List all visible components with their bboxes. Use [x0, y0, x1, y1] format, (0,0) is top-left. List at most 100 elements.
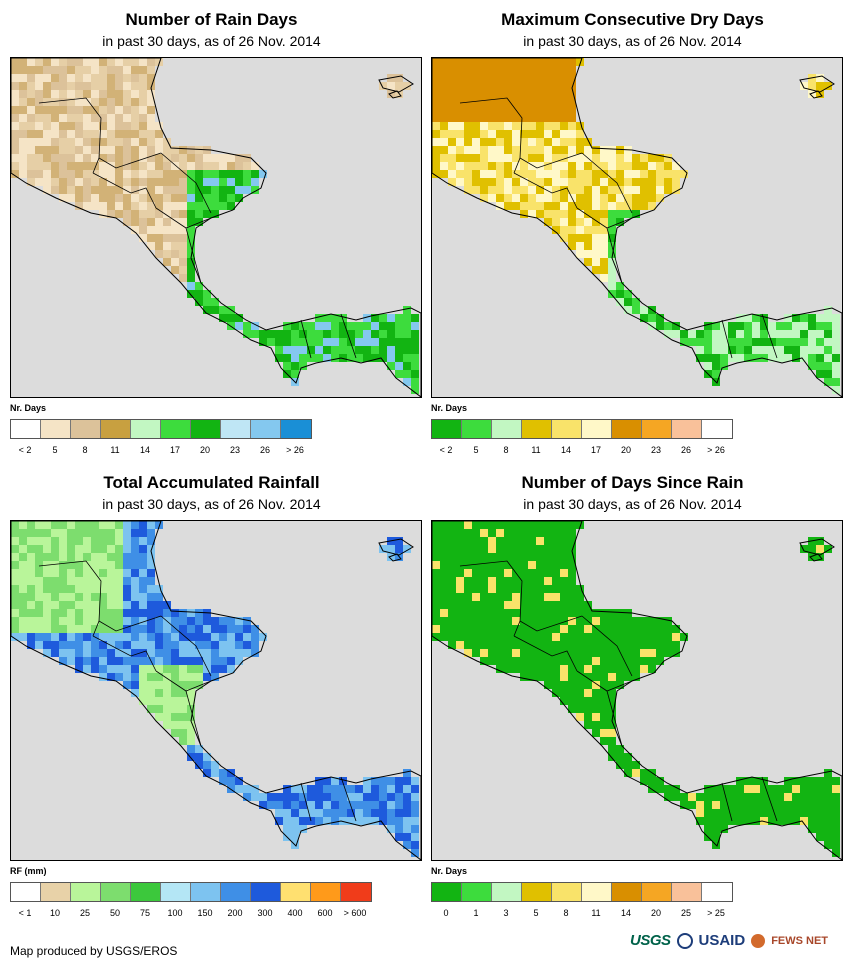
grid-cell — [440, 106, 448, 114]
grid-cell — [43, 170, 51, 178]
grid-cell — [83, 90, 91, 98]
grid-cell — [456, 106, 464, 114]
grid-cell — [67, 649, 75, 657]
grid-cell — [432, 146, 440, 154]
grid-cell — [195, 290, 203, 298]
grid-cell — [155, 170, 163, 178]
grid-cell — [488, 186, 496, 194]
grid-cell — [680, 793, 688, 801]
grid-cell — [75, 641, 83, 649]
legend-tick-label: 200 — [227, 908, 243, 918]
grid-cell — [536, 641, 544, 649]
grid-cell — [99, 545, 107, 553]
grid-cell — [91, 609, 99, 617]
grid-cell — [832, 841, 840, 849]
grid-cell — [464, 186, 472, 194]
grid-cell — [27, 561, 35, 569]
grid-cell — [720, 817, 728, 825]
grid-cell — [552, 218, 560, 226]
grid-cell — [147, 82, 155, 90]
grid-cell — [67, 138, 75, 146]
grid-cell — [179, 609, 187, 617]
legend-tick-label: 5 — [52, 445, 58, 455]
grid-cell — [736, 322, 744, 330]
grid-cell — [584, 665, 592, 673]
grid-cell — [592, 146, 600, 154]
grid-cell — [640, 633, 648, 641]
grid-cell — [552, 170, 560, 178]
grid-cell — [440, 74, 448, 82]
grid-cell — [91, 545, 99, 553]
legend-tick-label: 10 — [49, 908, 61, 918]
grid-cell — [179, 705, 187, 713]
grid-cell — [800, 314, 808, 322]
grid-cell — [568, 625, 576, 633]
grid-cell — [75, 114, 83, 122]
grid-cell — [83, 537, 91, 545]
grid-cell — [496, 122, 504, 130]
grid-cell — [411, 386, 419, 394]
grid-cell — [227, 665, 235, 673]
grid-cell — [203, 290, 211, 298]
grid-cell — [27, 122, 35, 130]
grid-cell — [632, 761, 640, 769]
grid-cell — [456, 66, 464, 74]
grid-cell — [195, 657, 203, 665]
grid-cell — [395, 322, 403, 330]
grid-cell — [632, 170, 640, 178]
grid-cell — [107, 641, 115, 649]
grid-cell — [744, 809, 752, 817]
grid-cell — [51, 545, 59, 553]
grid-cell — [91, 114, 99, 122]
grid-cell — [488, 122, 496, 130]
country-border — [581, 615, 633, 677]
grid-cell — [760, 809, 768, 817]
grid-cell — [496, 601, 504, 609]
grid-cell — [107, 593, 115, 601]
grid-cell — [203, 202, 211, 210]
grid-cell — [488, 130, 496, 138]
grid-cell — [35, 553, 43, 561]
grid-cell — [131, 665, 139, 673]
grid-cell — [91, 665, 99, 673]
grid-cell — [664, 641, 672, 649]
legend-swatch — [221, 883, 251, 901]
grid-cell — [139, 561, 147, 569]
grid-cell — [512, 146, 520, 154]
grid-cell — [536, 625, 544, 633]
grid-cell — [608, 617, 616, 625]
grid-cell — [656, 649, 664, 657]
grid-cell — [235, 178, 243, 186]
grid-cell — [584, 178, 592, 186]
grid-cell — [832, 785, 840, 793]
grid-cell — [480, 545, 488, 553]
grid-cell — [27, 625, 35, 633]
grid-cell — [552, 649, 560, 657]
grid-cell — [187, 737, 195, 745]
grid-cell — [59, 178, 67, 186]
grid-cell — [203, 210, 211, 218]
grid-cell — [59, 122, 67, 130]
grid-cell — [768, 793, 776, 801]
grid-cell — [456, 617, 464, 625]
grid-cell — [155, 689, 163, 697]
grid-cell — [824, 362, 832, 370]
grid-cell — [35, 130, 43, 138]
grid-cell — [480, 641, 488, 649]
grid-cell — [147, 234, 155, 242]
grid-cell — [115, 673, 123, 681]
grid-cell — [584, 250, 592, 258]
grid-cell — [339, 314, 347, 322]
grid-cell — [67, 529, 75, 537]
grid-cell — [496, 617, 504, 625]
grid-cell — [219, 202, 227, 210]
grid-cell — [592, 210, 600, 218]
grid-cell — [107, 106, 115, 114]
grid-cell — [147, 122, 155, 130]
grid-cell — [696, 330, 704, 338]
grid-cell — [43, 114, 51, 122]
grid-cell — [752, 801, 760, 809]
grid-cell — [203, 194, 211, 202]
grid-cell — [27, 170, 35, 178]
grid-cell — [163, 681, 171, 689]
